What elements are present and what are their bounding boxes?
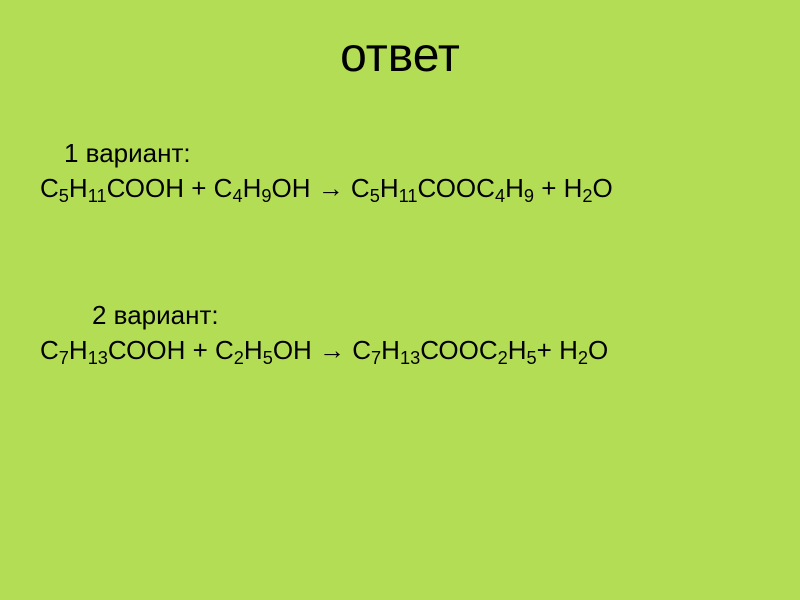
eq-text: Н — [564, 173, 583, 203]
slide-title: ответ — [0, 28, 800, 83]
eq-arrow: → — [312, 335, 352, 365]
eq-text: + — [185, 335, 215, 365]
variant-1-label: 1 вариант: — [40, 138, 760, 169]
eq-text: С — [215, 335, 234, 365]
eq-text: Н — [505, 173, 524, 203]
eq-arrow: → — [310, 173, 350, 203]
eq-text: С — [214, 173, 233, 203]
eq-text: Н — [559, 335, 578, 365]
variant-2-label: 2 вариант: — [40, 300, 760, 331]
eq-text: + — [537, 335, 559, 365]
eq-sub: 9 — [524, 186, 534, 206]
eq-text: + — [534, 173, 564, 203]
eq-sub: 11 — [88, 186, 107, 206]
eq-sub: 7 — [371, 348, 381, 368]
eq-sub: 2 — [582, 186, 592, 206]
eq-text: ОН — [273, 335, 312, 365]
eq-text: СООС — [418, 173, 495, 203]
eq-sub: 5 — [370, 186, 380, 206]
eq-text: С — [40, 335, 59, 365]
eq-text: Н — [69, 173, 88, 203]
variant-2-label-text: 2 вариант: — [92, 300, 219, 330]
eq-text: О — [588, 335, 608, 365]
eq-text: С — [40, 173, 59, 203]
eq-sub: 2 — [234, 348, 244, 368]
eq-text: + — [184, 173, 214, 203]
eq-text: Н — [381, 335, 400, 365]
eq-text: О — [593, 173, 613, 203]
eq-sub: 2 — [578, 348, 588, 368]
eq-sub: 13 — [88, 348, 108, 368]
eq-sub: 7 — [59, 348, 69, 368]
variant-2-block: 2 вариант: С7Н13СООН + С2Н5ОН → С7Н13СОО… — [40, 300, 760, 366]
eq-text: Н — [380, 173, 399, 203]
eq-sub: 4 — [495, 186, 505, 206]
eq-text: Н — [508, 335, 527, 365]
variant-1-label-text: 1 вариант: — [64, 138, 191, 168]
eq-sub: 2 — [498, 348, 508, 368]
eq-text: С — [351, 173, 370, 203]
eq-text: СООН — [108, 335, 185, 365]
eq-text: СООН — [107, 173, 184, 203]
eq-sub: 11 — [399, 186, 418, 206]
eq-sub: 9 — [261, 186, 271, 206]
eq-text: С — [352, 335, 371, 365]
eq-sub: 4 — [232, 186, 242, 206]
eq-sub: 13 — [400, 348, 420, 368]
eq-text: Н — [69, 335, 88, 365]
variant-1-equation: С5Н11СООН + С4Н9ОН → С5Н11СООС4Н9 + Н2О — [40, 173, 760, 204]
variant-2-equation: С7Н13СООН + С2Н5ОН → С7Н13СООС2Н5+ Н2О — [40, 335, 760, 366]
slide: ответ 1 вариант: С5Н11СООН + С4Н9ОН → С5… — [0, 0, 800, 600]
eq-text: ОН — [271, 173, 310, 203]
eq-text: Н — [244, 335, 263, 365]
eq-text: Н — [243, 173, 262, 203]
eq-text: СООС — [420, 335, 497, 365]
eq-sub: 5 — [59, 186, 69, 206]
eq-sub: 5 — [263, 348, 273, 368]
variant-1-block: 1 вариант: С5Н11СООН + С4Н9ОН → С5Н11СОО… — [40, 138, 760, 204]
eq-sub: 5 — [527, 348, 537, 368]
